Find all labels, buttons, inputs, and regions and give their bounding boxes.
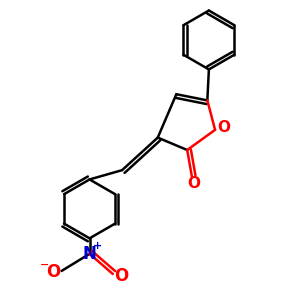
Text: −: − — [40, 260, 49, 270]
Text: O: O — [114, 268, 129, 286]
Text: +: + — [93, 241, 102, 251]
Text: O: O — [187, 176, 200, 191]
Text: O: O — [46, 263, 60, 281]
Text: O: O — [217, 120, 230, 135]
Text: N: N — [82, 245, 97, 263]
